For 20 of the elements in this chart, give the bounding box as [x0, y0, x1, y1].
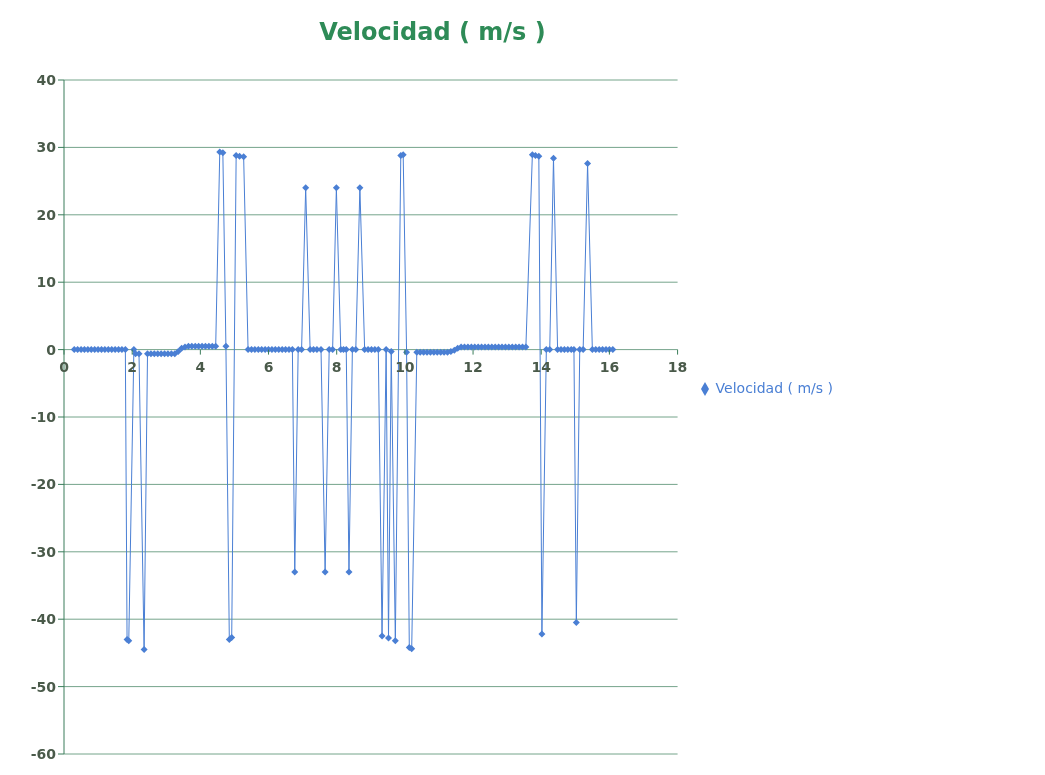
y-tick-label: -40 [30, 611, 57, 628]
y-tick-label: 40 [36, 71, 57, 88]
y-tick-label: 10 [36, 274, 57, 291]
y-tick-label: -20 [30, 476, 57, 493]
y-tick-label: -30 [30, 543, 57, 560]
y-tick-label: 0 [46, 341, 57, 358]
x-tick-label: 4 [195, 358, 206, 375]
y-tick-label: 20 [36, 206, 57, 223]
x-tick-label: 8 [331, 358, 342, 375]
x-tick-label: 12 [463, 358, 483, 375]
x-tick-label: 0 [59, 358, 70, 375]
y-tick-label: -60 [30, 745, 57, 762]
legend-label: Velocidad ( m/s ) [715, 379, 833, 396]
x-tick-label: 16 [599, 358, 620, 375]
y-tick-label: -50 [30, 678, 57, 695]
x-tick-label: 18 [667, 358, 688, 375]
y-tick-label: 30 [36, 139, 57, 156]
x-tick-label: 6 [263, 358, 274, 375]
chart-title: Velocidad ( m/s ) [318, 18, 547, 46]
y-tick-label: -10 [30, 408, 57, 425]
